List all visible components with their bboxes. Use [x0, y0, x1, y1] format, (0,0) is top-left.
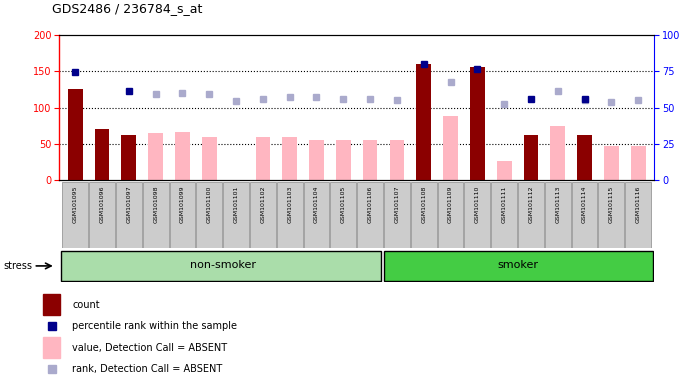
Text: GSM101101: GSM101101	[234, 186, 239, 223]
FancyBboxPatch shape	[438, 182, 464, 248]
FancyBboxPatch shape	[518, 182, 544, 248]
FancyBboxPatch shape	[384, 182, 410, 248]
Bar	[336, 141, 351, 180]
FancyBboxPatch shape	[196, 182, 222, 248]
FancyBboxPatch shape	[170, 182, 196, 248]
Bar	[523, 135, 538, 180]
Bar	[631, 146, 645, 180]
FancyBboxPatch shape	[223, 182, 249, 248]
FancyBboxPatch shape	[331, 182, 356, 248]
FancyBboxPatch shape	[545, 182, 571, 248]
Text: GSM101097: GSM101097	[127, 186, 132, 223]
FancyBboxPatch shape	[599, 182, 624, 248]
Text: GSM101116: GSM101116	[635, 186, 640, 223]
FancyBboxPatch shape	[625, 182, 651, 248]
Bar	[443, 116, 458, 180]
Text: GSM101115: GSM101115	[609, 186, 614, 223]
Bar	[43, 338, 60, 358]
Bar	[551, 126, 565, 180]
Text: rank, Detection Call = ABSENT: rank, Detection Call = ABSENT	[72, 364, 223, 374]
FancyBboxPatch shape	[116, 182, 142, 248]
Bar	[148, 133, 163, 180]
Text: GSM101100: GSM101100	[207, 186, 212, 223]
Bar	[604, 146, 619, 180]
Bar	[43, 294, 60, 315]
FancyBboxPatch shape	[63, 182, 88, 248]
Text: GSM101111: GSM101111	[502, 186, 507, 223]
Text: non-smoker: non-smoker	[190, 260, 255, 270]
Text: stress: stress	[3, 261, 33, 271]
Bar	[390, 141, 404, 180]
Bar	[283, 137, 297, 180]
Bar	[577, 135, 592, 180]
FancyBboxPatch shape	[303, 182, 329, 248]
Text: GSM101104: GSM101104	[314, 186, 319, 223]
Text: GSM101107: GSM101107	[395, 186, 400, 223]
Text: GSM101110: GSM101110	[475, 186, 480, 223]
Bar	[363, 141, 377, 180]
Bar	[175, 132, 190, 180]
Text: GSM101114: GSM101114	[582, 186, 587, 223]
FancyBboxPatch shape	[89, 182, 115, 248]
Bar	[95, 129, 109, 180]
Bar	[202, 137, 216, 180]
Text: smoker: smoker	[497, 260, 538, 270]
Bar	[497, 161, 512, 180]
Text: GSM101106: GSM101106	[367, 186, 372, 223]
FancyBboxPatch shape	[411, 182, 436, 248]
Text: GSM101112: GSM101112	[528, 186, 533, 223]
Text: GSM101099: GSM101099	[180, 186, 185, 223]
FancyBboxPatch shape	[357, 182, 383, 248]
Bar	[470, 68, 484, 180]
Text: GSM101102: GSM101102	[260, 186, 265, 223]
Bar	[309, 141, 324, 180]
Text: percentile rank within the sample: percentile rank within the sample	[72, 321, 237, 331]
FancyBboxPatch shape	[383, 251, 653, 281]
FancyBboxPatch shape	[277, 182, 303, 248]
Text: GSM101105: GSM101105	[341, 186, 346, 223]
Text: count: count	[72, 300, 100, 310]
FancyBboxPatch shape	[143, 182, 168, 248]
Text: GSM101109: GSM101109	[448, 186, 453, 223]
Text: value, Detection Call = ABSENT: value, Detection Call = ABSENT	[72, 343, 228, 353]
Text: GDS2486 / 236784_s_at: GDS2486 / 236784_s_at	[52, 2, 203, 15]
FancyBboxPatch shape	[571, 182, 597, 248]
Bar	[122, 135, 136, 180]
Text: GSM101098: GSM101098	[153, 186, 158, 223]
Text: GSM101095: GSM101095	[73, 186, 78, 223]
Bar	[68, 89, 83, 180]
FancyBboxPatch shape	[250, 182, 276, 248]
FancyBboxPatch shape	[61, 251, 381, 281]
FancyBboxPatch shape	[464, 182, 490, 248]
Text: GSM101103: GSM101103	[287, 186, 292, 223]
Bar	[416, 64, 431, 180]
Text: GSM101108: GSM101108	[421, 186, 426, 223]
Bar	[255, 137, 270, 180]
Text: GSM101096: GSM101096	[100, 186, 104, 223]
Text: GSM101113: GSM101113	[555, 186, 560, 223]
FancyBboxPatch shape	[491, 182, 517, 248]
